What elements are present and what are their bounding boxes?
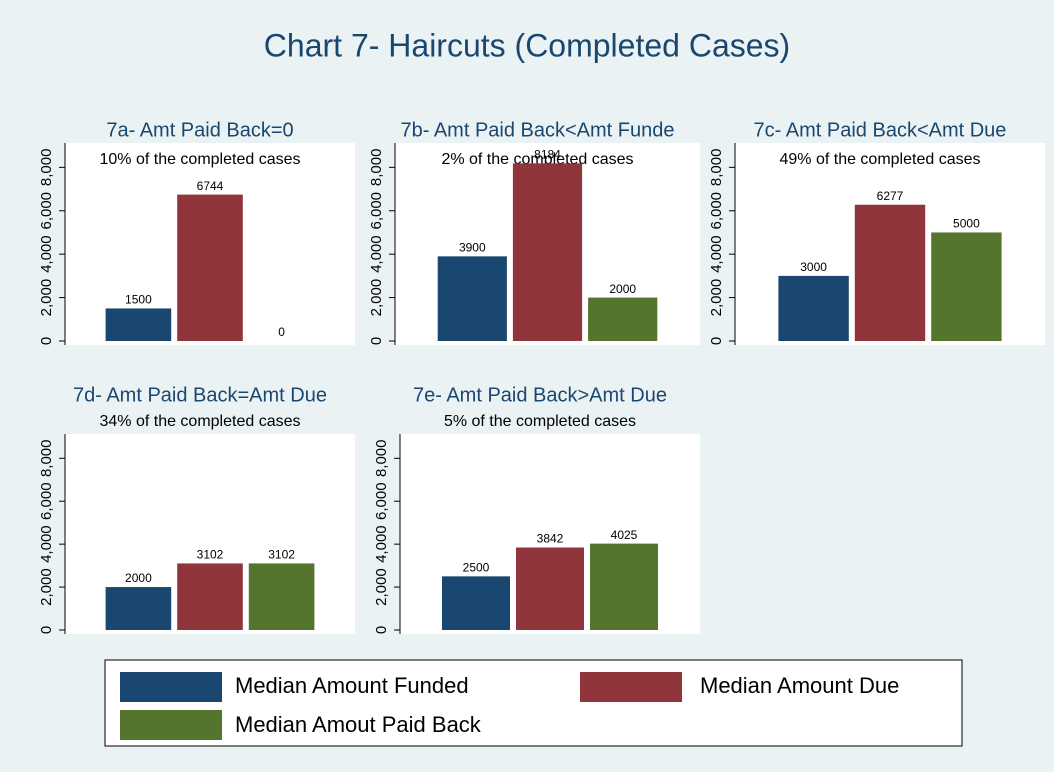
value-label: 4025 bbox=[611, 528, 638, 542]
y-tick-label: 2,000 bbox=[708, 279, 725, 317]
y-tick-label: 8,000 bbox=[373, 440, 390, 478]
y-tick-label: 0 bbox=[38, 626, 55, 634]
value-label: 2000 bbox=[125, 571, 152, 585]
y-tick-label: 8,000 bbox=[368, 149, 385, 187]
y-tick-label: 0 bbox=[373, 626, 390, 634]
value-label: 8184 bbox=[534, 148, 561, 162]
subplot-title: 7c- Amt Paid Back<Amt Due bbox=[754, 119, 1007, 141]
bar bbox=[177, 563, 243, 630]
y-tick-label: 0 bbox=[38, 337, 55, 345]
y-tick-label: 8,000 bbox=[38, 440, 55, 478]
y-tick-label: 4,000 bbox=[708, 235, 725, 273]
subplot-subtitle: 34% of the completed cases bbox=[99, 413, 300, 430]
value-label: 0 bbox=[278, 325, 285, 339]
bar bbox=[931, 232, 1002, 341]
bar bbox=[105, 587, 172, 630]
legend-label: Median Amout Paid Back bbox=[235, 712, 482, 737]
y-tick-label: 6,000 bbox=[38, 482, 55, 520]
bar bbox=[854, 204, 926, 341]
subplot-title: 7a- Amt Paid Back=0 bbox=[106, 119, 293, 141]
value-label: 5000 bbox=[953, 217, 980, 231]
bar bbox=[778, 275, 849, 341]
y-tick-label: 8,000 bbox=[708, 149, 725, 187]
y-tick-label: 6,000 bbox=[373, 482, 390, 520]
subplot-subtitle: 2% of the completed cases bbox=[441, 151, 633, 168]
y-tick-label: 4,000 bbox=[38, 235, 55, 273]
subplot-title: 7e- Amt Paid Back>Amt Due bbox=[413, 384, 667, 406]
bar bbox=[105, 308, 172, 341]
bar bbox=[516, 547, 584, 630]
bar bbox=[512, 163, 583, 341]
bar bbox=[437, 256, 507, 341]
value-label: 3102 bbox=[268, 548, 295, 562]
legend-label: Median Amount Funded bbox=[235, 673, 469, 698]
subplot-subtitle: 49% of the completed cases bbox=[779, 151, 980, 168]
y-tick-label: 2,000 bbox=[38, 279, 55, 317]
subplot-subtitle: 10% of the completed cases bbox=[99, 151, 300, 168]
y-tick-label: 6,000 bbox=[708, 192, 725, 230]
value-label: 6277 bbox=[877, 189, 904, 203]
subplot-title: 7b- Amt Paid Back<Amt Funde bbox=[400, 119, 674, 141]
bar bbox=[177, 194, 243, 341]
value-label: 2000 bbox=[609, 282, 636, 296]
value-label: 6744 bbox=[197, 179, 224, 193]
y-tick-label: 6,000 bbox=[38, 192, 55, 230]
legend-swatch bbox=[580, 672, 682, 702]
chart-title: Chart 7- Haircuts (Completed Cases) bbox=[264, 27, 790, 63]
legend-swatch bbox=[120, 710, 222, 740]
bar bbox=[248, 563, 315, 630]
y-tick-label: 4,000 bbox=[368, 235, 385, 273]
y-tick-label: 4,000 bbox=[38, 525, 55, 563]
y-tick-label: 8,000 bbox=[38, 149, 55, 187]
value-label: 3102 bbox=[197, 548, 224, 562]
y-tick-label: 2,000 bbox=[368, 279, 385, 317]
value-label: 1500 bbox=[125, 293, 152, 307]
y-tick-label: 0 bbox=[368, 337, 385, 345]
y-tick-label: 2,000 bbox=[373, 568, 390, 606]
value-label: 3842 bbox=[537, 532, 564, 546]
legend bbox=[104, 659, 963, 747]
y-tick-label: 2,000 bbox=[38, 568, 55, 606]
bar bbox=[590, 543, 658, 630]
value-label: 3900 bbox=[459, 241, 486, 255]
value-label: 2500 bbox=[463, 561, 490, 575]
bar bbox=[442, 576, 510, 630]
legend-swatch bbox=[120, 672, 222, 702]
subplot-title: 7d- Amt Paid Back=Amt Due bbox=[73, 384, 327, 406]
legend-label: Median Amount Due bbox=[700, 673, 899, 698]
value-label: 3000 bbox=[800, 260, 827, 274]
y-tick-label: 4,000 bbox=[373, 525, 390, 563]
subplot-subtitle: 5% of the completed cases bbox=[444, 413, 636, 430]
bar bbox=[588, 297, 658, 341]
y-tick-label: 6,000 bbox=[368, 192, 385, 230]
y-tick-label: 0 bbox=[708, 337, 725, 345]
